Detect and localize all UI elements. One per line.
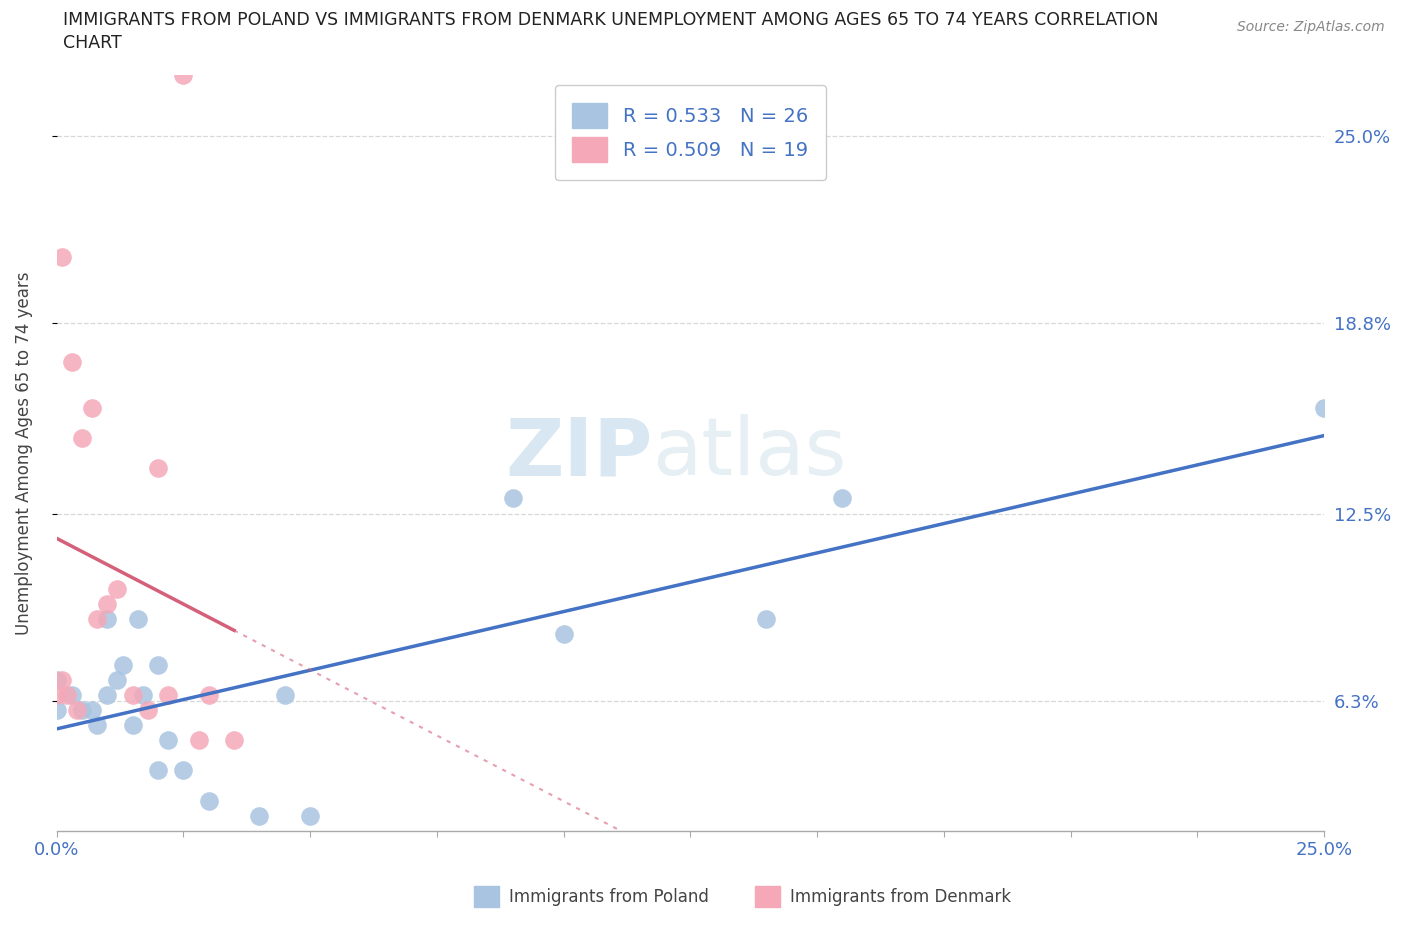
Point [60,355,83,370]
Legend: R = 0.533   N = 26, R = 0.509   N = 19: R = 0.533 N = 26, R = 0.509 N = 19 [555,86,825,179]
Point [51,249,73,264]
Point [146,460,169,475]
Point [55,687,77,702]
Point [45,672,67,687]
Text: Immigrants from Poland: Immigrants from Poland [509,887,709,906]
Text: Source: ZipAtlas.com: Source: ZipAtlas.com [1237,20,1385,34]
Point [132,687,155,702]
Point [107,672,129,687]
Point [197,687,219,702]
Point [60,687,83,702]
Point [51,672,73,687]
Text: IMMIGRANTS FROM POLAND VS IMMIGRANTS FROM DENMARK UNEMPLOYMENT AMONG AGES 65 TO : IMMIGRANTS FROM POLAND VS IMMIGRANTS FRO… [63,11,1159,29]
Point [121,687,143,702]
Point [66,702,89,717]
Point [70,431,93,445]
Point [502,491,524,506]
Point [247,808,270,823]
Point [172,68,194,83]
Point [45,702,67,717]
Point [86,718,108,733]
Text: Immigrants from Denmark: Immigrants from Denmark [790,887,1011,906]
Text: CHART: CHART [63,34,122,52]
Point [70,702,93,717]
Point [45,687,67,702]
Point [172,763,194,777]
Point [111,658,134,672]
Text: atlas: atlas [652,414,846,492]
Point [157,687,180,702]
Text: ZIP: ZIP [505,414,652,492]
Point [96,597,118,612]
Point [146,763,169,777]
Point [82,400,104,415]
Point [136,702,159,717]
Point [127,612,149,627]
Point [222,733,245,748]
Point [96,612,118,627]
Point [299,808,322,823]
Point [187,733,209,748]
Point [86,612,108,627]
Point [831,491,853,506]
Point [107,581,129,596]
Point [82,702,104,717]
Point [121,718,143,733]
Point [1313,400,1336,415]
Point [96,687,118,702]
Point [553,627,575,642]
Point [197,793,219,808]
Point [274,687,297,702]
Y-axis label: Unemployment Among Ages 65 to 74 years: Unemployment Among Ages 65 to 74 years [15,272,32,635]
Point [755,612,778,627]
Point [146,658,169,672]
Point [157,733,180,748]
